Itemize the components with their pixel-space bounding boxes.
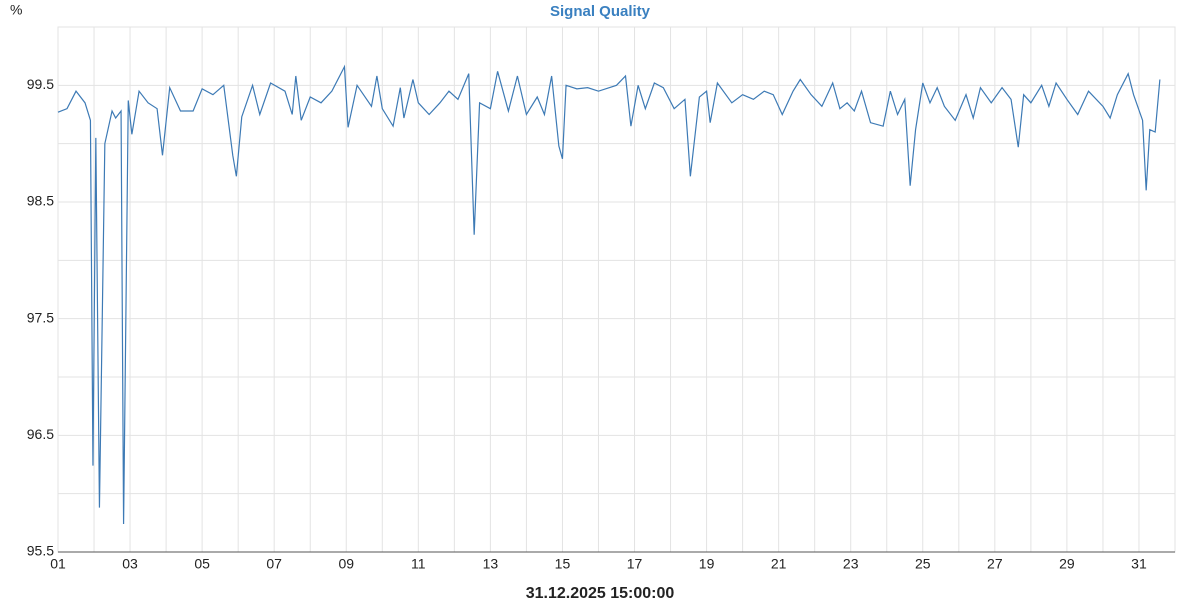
chart-title: Signal Quality — [550, 3, 651, 20]
x-tick-label: 21 — [771, 556, 787, 572]
y-tick-label: 96.5 — [27, 426, 54, 442]
x-axis-label: 31.12.2025 15:00:00 — [526, 585, 675, 600]
data-line — [57, 64, 1161, 525]
x-tick-label: 19 — [699, 556, 715, 572]
x-tick-label: 23 — [843, 556, 859, 572]
x-tick-label: 29 — [1059, 556, 1075, 572]
x-tick-label: 05 — [194, 556, 210, 572]
x-tick-label: 15 — [555, 556, 571, 572]
plot-border — [57, 26, 1176, 553]
x-tick-label: 27 — [987, 556, 1003, 572]
x-tick-label: 09 — [338, 556, 354, 572]
x-tick-label: 25 — [915, 556, 931, 572]
x-tick-label: 03 — [122, 556, 138, 572]
x-tick-label: 13 — [483, 556, 499, 572]
y-tick-label: 99.5 — [27, 76, 54, 92]
x-tick-label: 17 — [627, 556, 643, 572]
x-tick-label: 07 — [266, 556, 282, 572]
y-tick-label: 97.5 — [27, 309, 54, 325]
x-tick-label: 31 — [1131, 556, 1147, 572]
x-tick-label: 11 — [411, 556, 426, 572]
y-tick-label: 95.5 — [27, 543, 54, 559]
y-tick-label: 98.5 — [27, 193, 54, 209]
y-axis-label: % — [10, 2, 22, 18]
x-tick-label: 01 — [50, 556, 66, 572]
